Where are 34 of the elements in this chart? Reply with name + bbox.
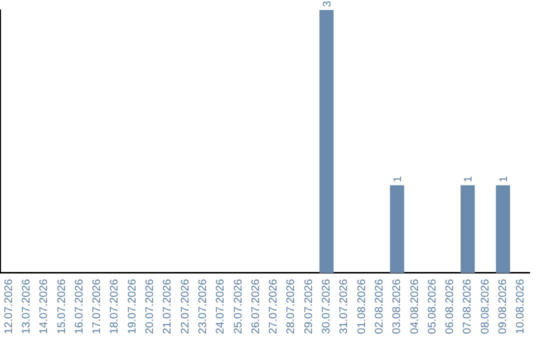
x-tick-label: 03.08.2026: [391, 278, 404, 334]
x-tick-label: 13.07.2026: [20, 278, 33, 334]
x-tick-label: 27.07.2026: [268, 278, 280, 334]
x-tick-label: 02.08.2026: [373, 278, 386, 334]
x-tick-label: 29.07.2026: [302, 278, 315, 334]
data-label: 1: [392, 176, 404, 182]
x-tick-label: 24.07.2026: [214, 278, 227, 334]
x-tick-label: 14.07.2026: [38, 278, 50, 334]
x-tick-label: 28.07.2026: [285, 278, 298, 334]
x-tick-label: 08.08.2026: [479, 278, 492, 334]
x-tick-label: 06.08.2026: [444, 278, 456, 334]
x-tick-label: 19.07.2026: [126, 278, 138, 334]
x-tick-label: 26.07.2026: [250, 278, 262, 334]
x-tick-label: 31.07.2026: [338, 278, 350, 334]
x-tick-label: 17.07.2026: [91, 278, 104, 334]
x-tick-label: 04.08.2026: [408, 278, 421, 334]
x-tick-label: 25.07.2026: [232, 278, 244, 334]
x-tick-label: 07.08.2026: [462, 278, 474, 334]
x-tick-label: 21.07.2026: [162, 278, 174, 334]
x-tick-label: 10.08.2026: [514, 278, 527, 334]
x-tick-label: 15.07.2026: [56, 278, 68, 334]
x-tick-label: 23.07.2026: [196, 278, 209, 334]
x-tick-label: 05.08.2026: [426, 278, 438, 334]
x-tick-label: 22.07.2026: [179, 278, 192, 334]
x-tick-label: 12.07.2026: [2, 278, 15, 334]
x-tick-label: 16.07.2026: [73, 278, 86, 334]
data-label: 1: [498, 176, 510, 182]
x-tick-label: 18.07.2026: [108, 278, 121, 334]
x-tick-label: 30.07.2026: [320, 278, 333, 334]
x-tick-label: 09.08.2026: [497, 278, 510, 334]
data-label: 3: [322, 0, 334, 7]
x-tick-label: 20.07.2026: [144, 278, 156, 334]
data-label: 1: [462, 176, 475, 182]
x-tick-label: 01.08.2026: [356, 278, 368, 334]
